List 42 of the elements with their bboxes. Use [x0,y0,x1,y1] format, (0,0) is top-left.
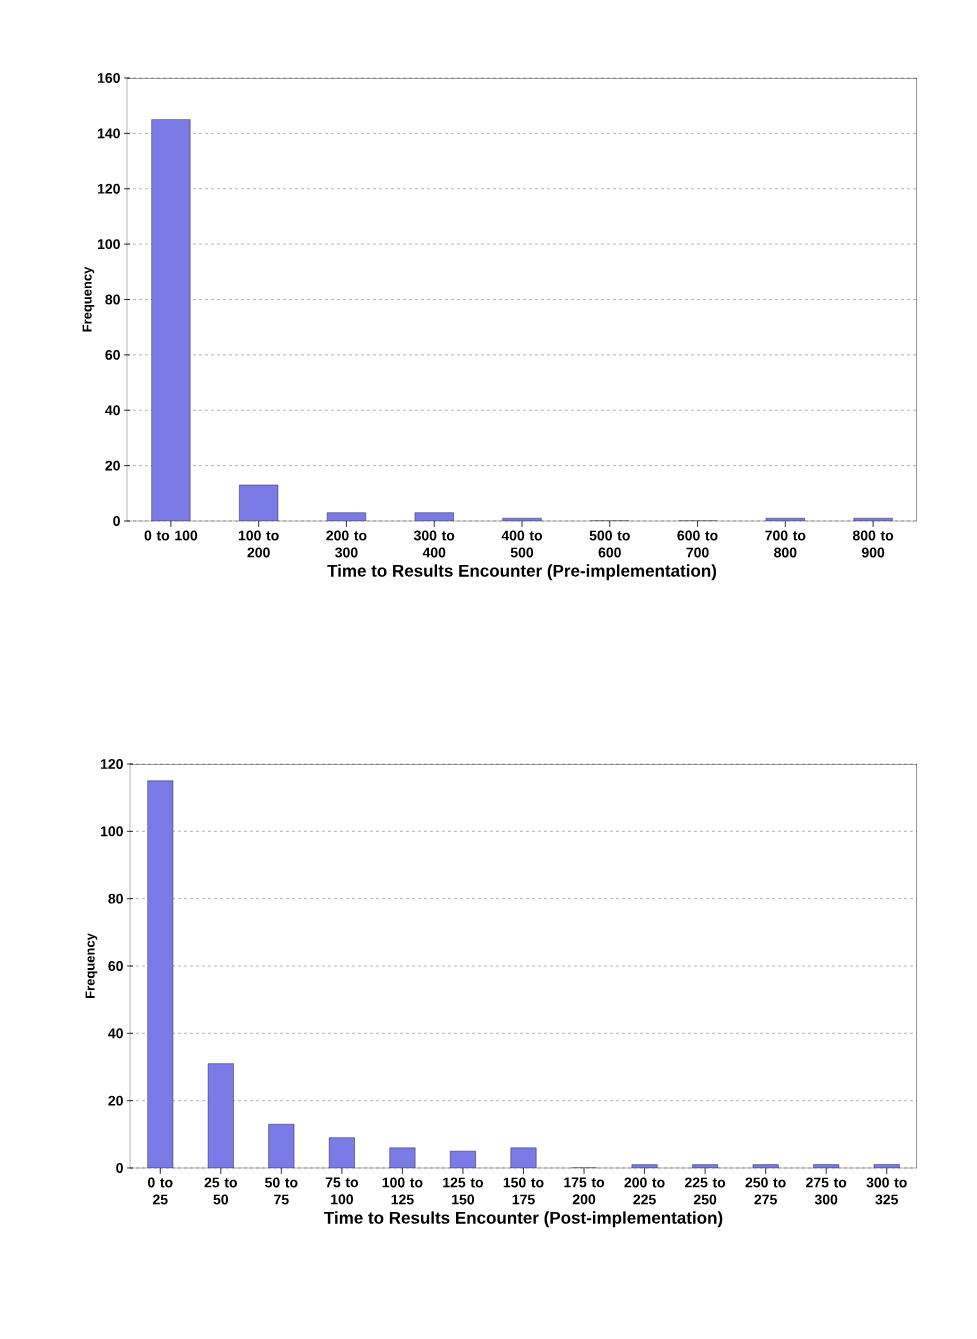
x-tick-label: 75 to 100 [325,1177,359,1205]
y-tick-label: 40 [108,1028,123,1039]
x-tick-label: 200 to 300 [326,530,367,558]
y-axis-title: Frequency [85,933,98,998]
y-tick-label: 120 [97,183,120,194]
x-tick-label: 50 to 75 [265,1177,298,1205]
y-tick-label: 80 [108,893,123,904]
x-axis-title: Time to Results Encounter (Post-implementation) [324,1211,723,1228]
x-tick-label: 275 to 300 [806,1177,847,1205]
x-axis-title: Time to Results Encounter (Pre-implementation) [327,564,717,581]
x-tick-label: 100 to 125 [382,1177,423,1205]
y-tick-label: 100 [100,826,123,837]
x-tick-label: 300 to 400 [413,530,455,558]
x-tick-label: 150 to 175 [503,1177,544,1205]
y-tick-label: 20 [105,460,120,471]
y-tick-label: 120 [100,759,123,769]
y-tick-label: 60 [108,961,123,971]
y-tick-label: 40 [105,405,120,416]
x-tick-label: 300 to 325 [866,1177,907,1205]
x-tick-label: 700 to 800 [765,530,806,558]
x-tick-label: 800 to 900 [852,530,894,558]
y-tick-label: 0 [116,1163,123,1173]
x-tick-label: 200 to 225 [624,1177,665,1205]
y-tick-label: 80 [105,294,120,305]
x-tick-label: 250 to 275 [745,1177,786,1205]
y-tick-label: 20 [108,1095,123,1106]
y-tick-label: 0 [113,516,120,526]
y-axis-title: Frequency [82,266,95,332]
x-tick-label: 225 to 250 [684,1177,726,1205]
x-tick-label: 400 to 500 [501,530,543,558]
x-tick-label: 600 to 700 [677,530,718,558]
y-tick-label: 60 [105,349,120,360]
x-tick-label: 25 to 50 [204,1177,237,1205]
y-tick-label: 100 [97,239,120,250]
y-tick-label: 160 [97,73,120,83]
x-tick-label: 0 to 100 [144,530,198,541]
x-tick-label: 125 to 150 [443,1177,484,1205]
y-tick-label: 140 [97,128,120,139]
x-tick-label: 500 to 600 [589,530,630,558]
x-tick-label: 175 to 200 [564,1177,605,1205]
x-tick-label: 100 to 200 [238,530,279,558]
x-tick-label: 0 to 25 [147,1177,173,1205]
